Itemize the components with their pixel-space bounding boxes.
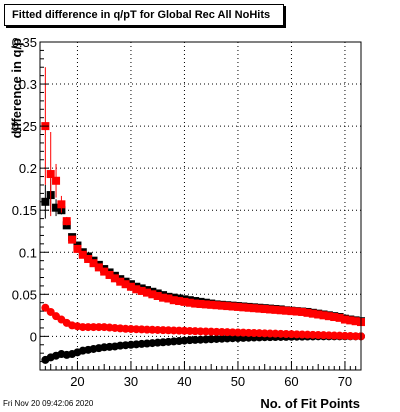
x-tick-label: 60 — [284, 374, 298, 389]
data-point-square — [57, 200, 66, 209]
y-axis-label: difference in q/p — [9, 38, 24, 138]
data-point-square — [287, 307, 296, 316]
data-point-square — [73, 244, 82, 253]
data-point-square — [143, 288, 151, 297]
data-point-square — [110, 274, 119, 283]
data-point-square — [137, 286, 146, 295]
data-point-square — [335, 313, 344, 322]
grid — [40, 41, 361, 370]
data-point-square — [41, 197, 50, 206]
data-point-square — [212, 301, 221, 310]
data-point-square — [62, 217, 71, 226]
x-axis-label: No. of Fit Points — [260, 396, 360, 411]
data-point-square — [324, 312, 333, 321]
x-tick-label: 70 — [338, 374, 352, 389]
data-point-square — [207, 300, 216, 309]
data-point-square — [314, 310, 323, 319]
data-point-square — [250, 304, 258, 313]
data-point-square — [159, 293, 168, 302]
y-tick-label: 0.3 — [19, 77, 37, 92]
y-tick-label: 0.35 — [12, 35, 37, 50]
data-point-square — [132, 285, 141, 294]
data-point-square — [292, 307, 301, 316]
data-point-square — [271, 305, 280, 314]
x-tick-label: 40 — [177, 374, 191, 389]
data-point-square — [68, 235, 77, 244]
data-point-square — [266, 305, 275, 314]
data-point-square — [52, 176, 61, 185]
axes — [39, 41, 362, 371]
data-point-square — [121, 280, 130, 289]
series-markers — [41, 67, 365, 364]
data-point-square — [351, 317, 360, 326]
data-point-square — [201, 300, 210, 309]
data-point-square — [298, 307, 307, 316]
data-point-square — [303, 308, 312, 317]
data-point-square — [78, 250, 87, 259]
data-point-square — [196, 299, 205, 308]
data-point-square — [153, 291, 162, 300]
x-tick-labels: 20 30 40 50 60 70 — [70, 374, 352, 389]
data-point-square — [89, 259, 98, 268]
data-point-square — [346, 316, 355, 325]
data-point-square — [175, 297, 184, 306]
data-point-square — [217, 301, 226, 310]
y-tick-label: 0.1 — [19, 245, 37, 260]
y-tick-label: 0.15 — [12, 203, 37, 218]
y-tick-label: 0 — [30, 329, 37, 344]
data-point-square — [260, 305, 269, 314]
data-point-square — [239, 303, 248, 312]
data-point-square — [223, 302, 232, 311]
data-point-square — [105, 270, 114, 279]
data-point-square — [148, 290, 157, 299]
data-point-circle — [46, 307, 55, 316]
x-tick-label: 30 — [124, 374, 138, 389]
y-tick-labels: 0 0.05 0.1 0.15 0.2 0.25 0.3 0.35 — [12, 35, 37, 344]
timestamp: Fri Nov 20 09:42:06 2020 — [3, 399, 94, 408]
data-point-square — [180, 297, 189, 306]
data-point-square — [84, 254, 93, 263]
data-point-square — [244, 303, 253, 312]
y-tick-label: 0.05 — [12, 287, 37, 302]
data-point-square — [52, 203, 61, 212]
data-point-square — [282, 306, 291, 315]
data-point-circle — [41, 303, 50, 312]
data-point-square — [116, 277, 125, 286]
data-point-square — [276, 306, 285, 315]
data-point-square — [319, 311, 328, 320]
data-point-square — [255, 304, 264, 313]
x-tick-label: 50 — [231, 374, 245, 389]
chart-title: Fitted difference in q/pT for Global Rec… — [4, 4, 284, 26]
data-point-square — [340, 315, 349, 324]
data-point-square — [233, 302, 242, 311]
data-point-square — [46, 170, 55, 179]
data-point-square — [191, 299, 200, 308]
plot-frame — [39, 41, 362, 371]
data-point-square — [126, 282, 135, 291]
data-point-square — [94, 263, 103, 272]
y-tick-label: 0.2 — [19, 161, 37, 176]
data-point-square — [185, 298, 194, 307]
data-point-square — [330, 313, 339, 322]
data-point-square — [164, 294, 173, 303]
data-point-square — [169, 296, 178, 305]
data-point-square — [100, 267, 109, 276]
y-tick-label: 0.25 — [12, 119, 37, 134]
data-point-square — [308, 309, 317, 318]
data-point-square — [228, 302, 237, 311]
x-tick-label: 20 — [70, 374, 84, 389]
